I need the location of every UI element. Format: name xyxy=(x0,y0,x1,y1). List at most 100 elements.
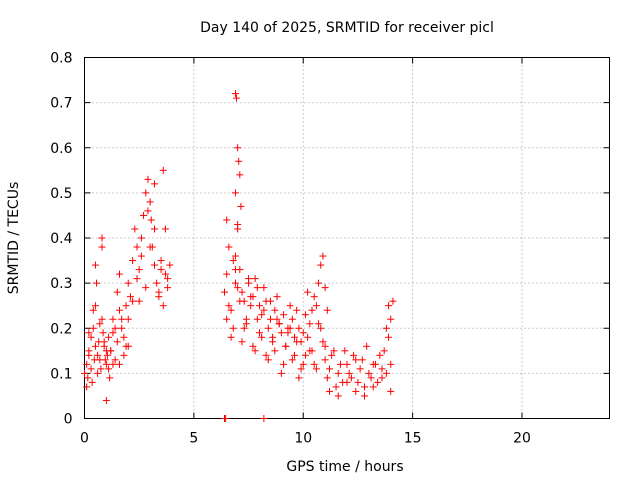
data-point xyxy=(253,315,261,323)
data-point xyxy=(111,324,119,332)
data-point xyxy=(332,383,340,391)
data-point xyxy=(238,338,246,346)
data-point xyxy=(376,351,384,359)
data-point xyxy=(222,415,230,422)
data-point xyxy=(271,306,279,314)
data-point xyxy=(235,157,243,165)
y-tick-label: 0.2 xyxy=(50,321,72,337)
data-point xyxy=(234,144,242,152)
data-point xyxy=(157,257,165,265)
data-point xyxy=(264,324,272,332)
x-tick-label: 10 xyxy=(294,431,312,447)
data-point xyxy=(100,338,108,346)
data-point xyxy=(234,220,242,228)
data-point xyxy=(389,297,397,305)
data-point xyxy=(124,279,132,287)
data-point xyxy=(323,374,331,382)
y-tick-label: 0.5 xyxy=(50,186,72,202)
data-point xyxy=(356,365,364,373)
data-point xyxy=(260,284,268,292)
data-point xyxy=(97,365,105,373)
data-point xyxy=(83,383,91,391)
data-point xyxy=(122,302,130,310)
data-point xyxy=(341,347,349,355)
data-point xyxy=(151,261,158,269)
data-point xyxy=(120,333,128,341)
data-point xyxy=(319,252,327,260)
y-tick-label: 0 xyxy=(64,412,73,428)
data-point xyxy=(231,189,239,197)
data-point xyxy=(94,351,102,359)
data-point xyxy=(124,315,132,323)
data-point xyxy=(102,347,110,355)
data-point xyxy=(124,342,132,350)
data-point xyxy=(238,288,246,296)
data-point xyxy=(361,392,368,400)
data-point xyxy=(245,275,253,283)
data-point xyxy=(385,333,393,341)
data-point xyxy=(321,356,329,364)
data-point xyxy=(317,324,325,332)
data-point xyxy=(304,288,312,296)
data-point xyxy=(87,333,95,341)
grid-lines xyxy=(84,57,610,419)
data-point xyxy=(317,261,325,269)
data-point xyxy=(227,333,235,341)
axis-ticks: 0 0.1 0.2 0.3 0.4 0.5 0.6 0.7 0.8 0 5 10 15 20 xyxy=(50,51,610,447)
data-point xyxy=(96,320,104,328)
x-tick-label: 20 xyxy=(513,431,531,447)
data-point xyxy=(116,360,123,368)
data-point xyxy=(161,225,169,233)
data-point xyxy=(387,315,395,323)
data-point xyxy=(89,324,97,332)
data-point xyxy=(106,374,114,382)
data-point xyxy=(147,216,155,224)
data-point xyxy=(365,369,373,377)
data-point xyxy=(103,351,111,359)
data-point xyxy=(315,279,323,287)
data-point xyxy=(161,270,169,278)
data-point xyxy=(236,297,244,305)
data-point xyxy=(249,342,257,350)
data-point xyxy=(282,342,290,350)
data-point xyxy=(378,365,386,373)
y-tick-label: 0.1 xyxy=(50,366,72,382)
data-point xyxy=(159,166,167,174)
data-point xyxy=(308,306,316,314)
data-point xyxy=(91,261,99,269)
data-point xyxy=(286,324,294,332)
data-point xyxy=(227,306,235,314)
data-point xyxy=(159,302,167,310)
chart-title: Day 140 of 2025, SRMTID for receiver pic… xyxy=(200,20,494,36)
data-point xyxy=(334,392,342,400)
data-point xyxy=(293,338,301,346)
data-point xyxy=(140,211,148,219)
data-point xyxy=(361,383,368,391)
data-point xyxy=(153,279,161,287)
data-point xyxy=(229,324,237,332)
data-point xyxy=(347,374,355,382)
data-point xyxy=(319,338,327,346)
data-point xyxy=(306,320,314,328)
data-point xyxy=(308,347,316,355)
data-point xyxy=(91,302,99,310)
data-point xyxy=(247,302,255,310)
data-point xyxy=(131,225,139,233)
data-point xyxy=(345,369,353,377)
data-point xyxy=(380,347,388,355)
data-point xyxy=(288,315,296,323)
data-point xyxy=(137,252,145,260)
data-point xyxy=(291,333,298,341)
data-point xyxy=(236,171,244,179)
data-point xyxy=(301,351,309,359)
data-point xyxy=(253,284,261,292)
data-point xyxy=(135,297,143,305)
data-point xyxy=(223,270,231,278)
data-point xyxy=(116,270,123,278)
data-point xyxy=(269,333,277,341)
data-point xyxy=(98,234,106,242)
data-point xyxy=(321,284,329,292)
data-point xyxy=(352,387,360,395)
data-point xyxy=(295,374,303,382)
